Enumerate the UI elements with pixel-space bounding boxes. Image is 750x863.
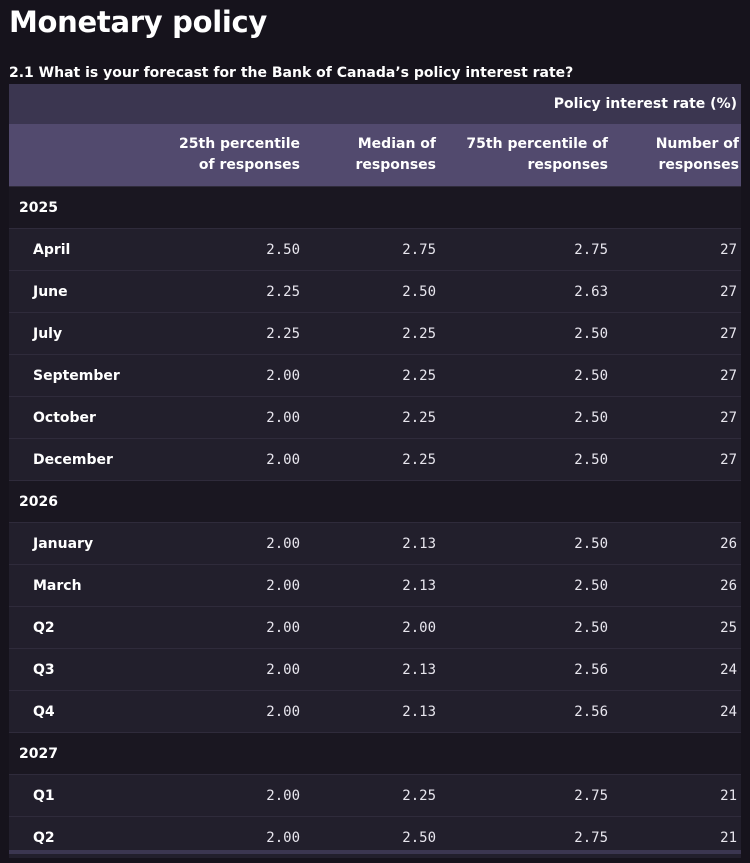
- cell-median: 2.75: [302, 228, 438, 271]
- cell-count: 26: [610, 522, 741, 565]
- column-header-p75-text: 75th percentile of responses: [466, 136, 608, 173]
- cell-median: 2.25: [302, 438, 438, 481]
- cell-count: 27: [610, 312, 741, 355]
- cell-count: 25: [610, 606, 741, 649]
- column-header-p75: 75th percentile of responses: [438, 124, 610, 187]
- cell-p25: 2.00: [136, 606, 302, 649]
- cell-p75: 2.50: [438, 564, 610, 607]
- row-label: March: [9, 564, 136, 607]
- cell-count: 24: [610, 690, 741, 733]
- cell-count: 27: [610, 396, 741, 439]
- row-label: Q1: [9, 774, 136, 817]
- year-label: 2027: [9, 732, 741, 775]
- table-body: 2025 April 2.50 2.75 2.75 27 June 2.25 2.50 2.63 2…: [9, 186, 741, 858]
- year-row: 2025: [9, 186, 741, 229]
- cell-p75: 2.50: [438, 312, 610, 355]
- column-header-row: 25th percentile of responses Median of r…: [9, 124, 741, 187]
- table-row: Q4 2.00 2.13 2.56 24: [9, 690, 741, 733]
- row-label: April: [9, 228, 136, 271]
- cell-median: 2.13: [302, 522, 438, 565]
- table-row: December 2.00 2.25 2.50 27: [9, 438, 741, 481]
- row-label: Q4: [9, 690, 136, 733]
- cell-p25: 2.00: [136, 396, 302, 439]
- cell-p75: 2.50: [438, 396, 610, 439]
- cell-p25: 2.25: [136, 312, 302, 355]
- column-header-median-text: Median of responses: [355, 136, 437, 173]
- unit-header-row: Policy interest rate (%): [9, 84, 741, 124]
- cell-p25: 2.00: [136, 354, 302, 397]
- cell-median: 2.13: [302, 648, 438, 691]
- cell-count: 27: [610, 438, 741, 481]
- table-row: October 2.00 2.25 2.50 27: [9, 396, 741, 439]
- cell-p75: 2.50: [438, 606, 610, 649]
- cell-median: 2.13: [302, 690, 438, 733]
- cell-median: 2.25: [302, 354, 438, 397]
- column-header-p25: 25th percentile of responses: [136, 124, 302, 187]
- cell-p75: 2.50: [438, 438, 610, 481]
- cell-p75: 2.50: [438, 354, 610, 397]
- cell-p25: 2.00: [136, 564, 302, 607]
- column-header-count: Number of responses: [610, 124, 741, 187]
- table-row: March 2.00 2.13 2.50 26: [9, 564, 741, 607]
- table-row: January 2.00 2.13 2.50 26: [9, 522, 741, 565]
- cell-count: 27: [610, 354, 741, 397]
- cell-p25: 2.00: [136, 438, 302, 481]
- cell-count: 27: [610, 270, 741, 313]
- cell-p75: 2.56: [438, 648, 610, 691]
- cell-p75: 2.50: [438, 522, 610, 565]
- cell-p25: 2.00: [136, 690, 302, 733]
- row-label: June: [9, 270, 136, 313]
- cell-p25: 2.50: [136, 228, 302, 271]
- table-row: Q3 2.00 2.13 2.56 24: [9, 648, 741, 691]
- cell-median: 2.25: [302, 312, 438, 355]
- cell-p25: 2.00: [136, 648, 302, 691]
- row-label: January: [9, 522, 136, 565]
- table-row: Q1 2.00 2.25 2.75 21: [9, 774, 741, 817]
- table-row: July 2.25 2.25 2.50 27: [9, 312, 741, 355]
- cell-median: 2.13: [302, 564, 438, 607]
- cell-count: 27: [610, 228, 741, 271]
- cell-count: 26: [610, 564, 741, 607]
- row-label: July: [9, 312, 136, 355]
- cell-median: 2.25: [302, 396, 438, 439]
- year-label: 2026: [9, 480, 741, 523]
- row-label: Q3: [9, 648, 136, 691]
- cell-p25: 2.25: [136, 270, 302, 313]
- row-label: December: [9, 438, 136, 481]
- table-row: April 2.50 2.75 2.75 27: [9, 228, 741, 271]
- cell-median: 2.50: [302, 270, 438, 313]
- cell-p25: 2.00: [136, 522, 302, 565]
- column-header-count-text: Number of responses: [655, 136, 739, 173]
- table-row: September 2.00 2.25 2.50 27: [9, 354, 741, 397]
- cell-count: 24: [610, 648, 741, 691]
- year-row: 2027: [9, 732, 741, 775]
- table-row: June 2.25 2.50 2.63 27: [9, 270, 741, 313]
- year-label: 2025: [9, 186, 741, 229]
- cell-p75: 2.63: [438, 270, 610, 313]
- table-row: Q2 2.00 2.00 2.50 25: [9, 606, 741, 649]
- row-label: October: [9, 396, 136, 439]
- unit-label: Policy interest rate (%): [9, 84, 741, 124]
- policy-rate-table: Policy interest rate (%) 25th percentile…: [9, 84, 741, 858]
- year-row: 2026: [9, 480, 741, 523]
- cell-median: 2.00: [302, 606, 438, 649]
- cell-count: 21: [610, 774, 741, 817]
- cell-p75: 2.56: [438, 690, 610, 733]
- cell-p25: 2.00: [136, 774, 302, 817]
- column-header-blank: [9, 124, 136, 187]
- cell-p75: 2.75: [438, 228, 610, 271]
- row-label: Q2: [9, 606, 136, 649]
- column-header-p25-text: 25th percentile of responses: [179, 136, 300, 173]
- page-title: Monetary policy: [9, 5, 267, 39]
- table-bottom-border: [9, 850, 741, 854]
- cell-p75: 2.75: [438, 774, 610, 817]
- row-label: September: [9, 354, 136, 397]
- question-heading: 2.1 What is your forecast for the Bank o…: [9, 65, 574, 81]
- cell-median: 2.25: [302, 774, 438, 817]
- column-header-median: Median of responses: [302, 124, 438, 187]
